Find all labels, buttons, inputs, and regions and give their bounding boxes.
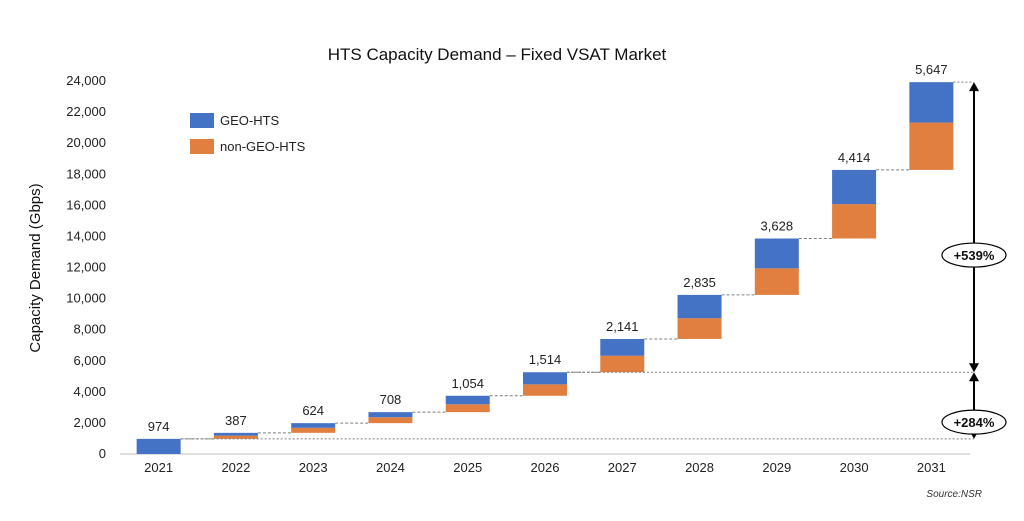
data-label: 2,835 xyxy=(683,275,716,290)
x-axis: 2021 2022 2023 2024 2025 2026 2027 2028 2029 2030… xyxy=(144,460,946,475)
y-axis: 0 2,000 4,000 6,000 8,000 10,000 12,000 14,000 1… xyxy=(66,73,970,461)
bar-non-geo-hts xyxy=(832,204,877,239)
data-label: 974 xyxy=(148,419,170,434)
y-tick-label: 18,000 xyxy=(66,166,106,181)
connector-lines xyxy=(180,169,910,440)
x-tick-label: 2029 xyxy=(762,460,791,475)
data-labels: 974 387 624 708 1,054 1,514 2,141 2,835 3,628 4,4… xyxy=(148,62,948,434)
legend-swatch-geo-hts xyxy=(190,113,214,128)
bar-geo-hts xyxy=(291,423,336,428)
bar-geo-hts xyxy=(909,82,954,123)
chart-title: HTS Capacity Demand – Fixed VSAT Market xyxy=(328,45,667,64)
data-label: 5,647 xyxy=(915,62,948,77)
bar-non-geo-hts xyxy=(213,435,258,439)
x-tick-label: 2026 xyxy=(531,460,560,475)
bars-group xyxy=(136,82,954,454)
bar-non-geo-hts xyxy=(523,384,567,396)
y-tick-label: 14,000 xyxy=(66,228,106,243)
growth-annotations: +539% +284% xyxy=(180,81,1007,440)
x-tick-label: 2021 xyxy=(144,460,173,475)
bar-non-geo-hts xyxy=(909,122,954,170)
bar-geo-hts xyxy=(832,169,877,205)
growth-badge-539-label: +539% xyxy=(954,248,995,263)
bar-geo-hts xyxy=(754,238,799,269)
bar-geo-hts xyxy=(213,432,258,436)
bar-geo-hts xyxy=(445,395,490,405)
y-tick-label: 10,000 xyxy=(66,291,106,306)
bar-geo-hts xyxy=(677,294,722,319)
data-label: 4,414 xyxy=(838,150,871,165)
data-label: 3,628 xyxy=(761,219,794,234)
data-label: 1,514 xyxy=(529,352,562,367)
x-tick-label: 2023 xyxy=(299,460,328,475)
y-tick-label: 12,000 xyxy=(66,260,106,275)
y-tick-label: 16,000 xyxy=(66,197,106,212)
data-label: 387 xyxy=(225,413,247,428)
legend-label-geo-hts: GEO-HTS xyxy=(220,113,280,128)
growth-badge-284-label: +284% xyxy=(954,415,995,430)
x-tick-label: 2030 xyxy=(840,460,869,475)
y-tick-label: 6,000 xyxy=(73,353,106,368)
y-tick-label: 0 xyxy=(99,446,106,461)
x-tick-label: 2025 xyxy=(453,460,482,475)
bar-non-geo-hts xyxy=(445,404,490,413)
y-tick-label: 22,000 xyxy=(66,104,106,119)
bar-non-geo-hts xyxy=(291,427,336,433)
data-label: 2,141 xyxy=(606,319,639,334)
legend: GEO-HTS non-GEO-HTS xyxy=(190,113,306,154)
growth-arrow-upper-head xyxy=(969,363,979,373)
bar-geo-hts xyxy=(368,412,413,418)
y-tick-label: 2,000 xyxy=(73,415,106,430)
data-label: 1,054 xyxy=(451,376,484,391)
x-tick-label: 2028 xyxy=(685,460,714,475)
growth-arrow-upper-head xyxy=(969,82,979,92)
y-tick-label: 8,000 xyxy=(73,322,106,337)
bar-geo-hts xyxy=(523,372,567,385)
legend-swatch-non-geo-hts xyxy=(190,139,214,154)
growth-badge-284-ellipse xyxy=(941,409,1007,435)
x-tick-label: 2031 xyxy=(917,460,946,475)
bar-geo-hts xyxy=(600,338,645,356)
bar-non-geo-hts xyxy=(368,417,413,424)
bar-non-geo-hts xyxy=(600,355,645,373)
bar-non-geo-hts xyxy=(754,268,799,295)
y-axis-title: Capacity Demand (Gbps) xyxy=(27,183,44,352)
growth-badge-539-ellipse xyxy=(941,242,1007,268)
y-tick-label: 4,000 xyxy=(73,384,106,399)
x-tick-label: 2024 xyxy=(376,460,405,475)
x-tick-label: 2022 xyxy=(221,460,250,475)
y-tick-label: 20,000 xyxy=(66,135,106,150)
legend-label-non-geo-hts: non-GEO-HTS xyxy=(220,139,306,154)
y-tick-label: 24,000 xyxy=(66,73,106,88)
bar-geo-hts xyxy=(136,438,181,454)
x-tick-label: 2027 xyxy=(608,460,637,475)
data-label: 624 xyxy=(302,403,324,418)
bar-non-geo-hts xyxy=(677,318,722,339)
growth-arrow-lower-head xyxy=(969,372,979,382)
source-note: Source:NSR xyxy=(926,489,982,500)
data-label: 708 xyxy=(380,392,402,407)
